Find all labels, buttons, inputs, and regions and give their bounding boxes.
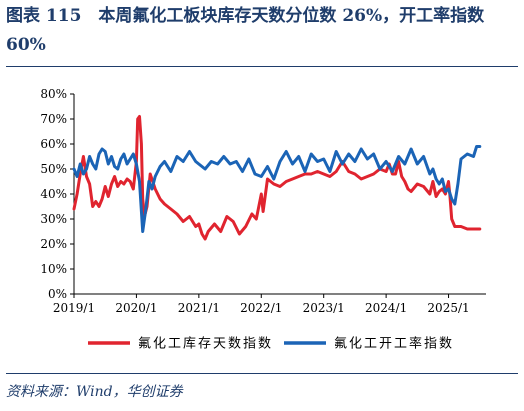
legend-label: 氟化工开工率指数: [334, 336, 454, 352]
y-tick-label: 50%: [40, 162, 67, 176]
y-tick-label: 30%: [40, 212, 67, 226]
legend-label: 氟化工库存天数指数: [138, 336, 273, 352]
x-tick-label: 2020/1: [115, 301, 157, 315]
x-tick-label: 2022/1: [240, 301, 282, 315]
x-tick-label: 2025/1: [427, 301, 469, 315]
x-tick-label: 2019/1: [53, 301, 95, 315]
chart-series: [72, 115, 482, 241]
series-line-operating-rate: [72, 145, 482, 233]
y-tick-label: 0%: [48, 287, 67, 301]
x-tick-label: 2023/1: [303, 301, 345, 315]
line-chart: 0% 10% 20% 30% 40% 50% 60% 70% 80% 2019/1 2020/1 20…: [40, 87, 486, 352]
y-tick-label: 20%: [40, 237, 67, 251]
y-tick-label: 60%: [40, 137, 67, 151]
title-rule: [6, 66, 518, 67]
chart-legend: 氟化工库存天数指数 氟化工开工率指数: [88, 336, 454, 352]
y-tick-label: 80%: [40, 87, 67, 101]
x-tick-label: 2021/1: [178, 301, 220, 315]
y-tick-label: 40%: [40, 187, 67, 201]
source-rule: [6, 373, 518, 374]
y-tick-label: 10%: [40, 262, 67, 276]
chart-title: 图表 115 本周氟化工板块库存天数分位数 26%，开工率指数 60%: [6, 6, 485, 55]
source-note: 资料来源：Wind，华创证券: [6, 384, 183, 400]
x-tick-label: 2024/1: [365, 301, 407, 315]
chart-axes: 0% 10% 20% 30% 40% 50% 60% 70% 80% 2019/1 2020/1 20…: [40, 87, 486, 315]
y-tick-label: 70%: [40, 112, 67, 126]
series-line-inventory-days: [72, 115, 482, 241]
